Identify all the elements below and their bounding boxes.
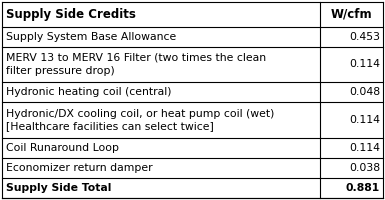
Text: 0.114: 0.114 xyxy=(349,115,380,125)
Text: Supply Side Credits: Supply Side Credits xyxy=(6,8,136,21)
Bar xyxy=(2,138,383,158)
Bar xyxy=(2,82,383,102)
Text: 0.881: 0.881 xyxy=(346,183,380,193)
Text: 0.453: 0.453 xyxy=(349,32,380,42)
Text: Hydronic heating coil (central): Hydronic heating coil (central) xyxy=(6,87,171,97)
Text: MERV 13 to MERV 16 Filter (two times the clean
filter pressure drop): MERV 13 to MERV 16 Filter (two times the… xyxy=(6,53,266,76)
Bar xyxy=(2,2,383,26)
Text: 0.114: 0.114 xyxy=(349,143,380,153)
Bar xyxy=(2,158,383,178)
Text: Economizer return damper: Economizer return damper xyxy=(6,163,152,173)
Text: Coil Runaround Loop: Coil Runaround Loop xyxy=(6,143,119,153)
Text: Supply Side Total: Supply Side Total xyxy=(6,183,111,193)
Text: 0.048: 0.048 xyxy=(349,87,380,97)
Bar xyxy=(2,178,383,198)
Bar xyxy=(2,102,383,138)
Bar xyxy=(2,47,383,82)
Text: W/cfm: W/cfm xyxy=(331,8,372,21)
Text: 0.038: 0.038 xyxy=(349,163,380,173)
Text: Hydronic/DX cooling coil, or heat pump coil (wet)
[Healthcare facilities can sel: Hydronic/DX cooling coil, or heat pump c… xyxy=(6,109,275,131)
Text: Supply System Base Allowance: Supply System Base Allowance xyxy=(6,32,176,42)
Bar xyxy=(2,26,383,47)
Text: 0.114: 0.114 xyxy=(349,59,380,69)
